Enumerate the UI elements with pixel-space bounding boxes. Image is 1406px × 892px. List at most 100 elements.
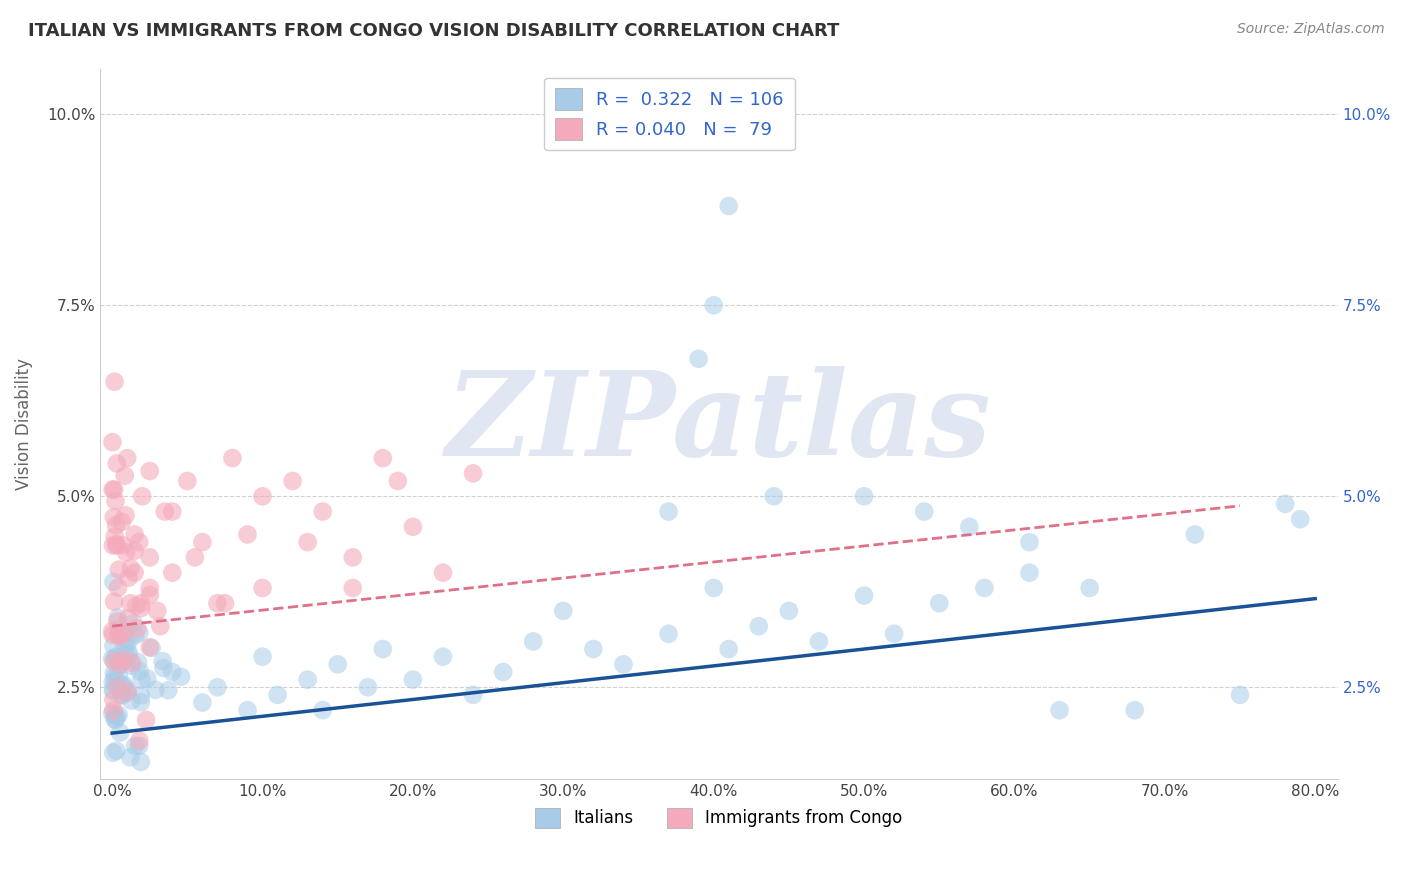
Point <box>432 649 454 664</box>
Point <box>139 464 162 478</box>
Point <box>152 661 174 675</box>
Point <box>139 550 162 565</box>
Point <box>103 375 125 389</box>
Point <box>162 665 184 679</box>
Point <box>103 483 125 497</box>
Point <box>121 693 143 707</box>
Point <box>127 622 149 636</box>
Text: ZIPatlas: ZIPatlas <box>446 367 991 481</box>
Point <box>762 489 785 503</box>
Point <box>101 706 124 721</box>
Point <box>252 489 274 503</box>
Point <box>105 710 128 724</box>
Point <box>139 581 162 595</box>
Point <box>357 680 380 694</box>
Point <box>108 654 131 668</box>
Point <box>104 675 127 690</box>
Point <box>115 451 138 466</box>
Point <box>129 689 152 703</box>
Point <box>153 505 176 519</box>
Point <box>122 616 145 631</box>
Point <box>110 658 132 673</box>
Point <box>104 712 127 726</box>
Point <box>120 561 142 575</box>
Point <box>111 688 134 702</box>
Point <box>176 474 198 488</box>
Point <box>688 351 710 366</box>
Point <box>342 581 364 595</box>
Point <box>104 651 127 665</box>
Point <box>1018 566 1040 580</box>
Point <box>112 652 135 666</box>
Point <box>114 508 136 523</box>
Point <box>111 515 134 529</box>
Point <box>108 563 131 577</box>
Point <box>928 596 950 610</box>
Point <box>136 672 159 686</box>
Point <box>111 624 134 639</box>
Point <box>112 637 135 651</box>
Point <box>973 581 995 595</box>
Point <box>107 680 129 694</box>
Point <box>553 604 575 618</box>
Point <box>111 688 134 702</box>
Point <box>141 640 163 655</box>
Point <box>104 494 127 508</box>
Point <box>114 468 136 483</box>
Point <box>266 688 288 702</box>
Point <box>111 538 134 552</box>
Point <box>170 670 193 684</box>
Point <box>402 520 425 534</box>
Point <box>110 677 132 691</box>
Point <box>103 746 125 760</box>
Point <box>108 668 131 682</box>
Point <box>101 675 124 690</box>
Point <box>162 505 184 519</box>
Point <box>101 435 124 450</box>
Point <box>103 574 125 589</box>
Point <box>107 707 129 722</box>
Point <box>115 545 138 559</box>
Point <box>120 750 142 764</box>
Point <box>1229 688 1251 702</box>
Legend: Italians, Immigrants from Congo: Italians, Immigrants from Congo <box>529 801 910 835</box>
Point <box>612 657 634 672</box>
Text: ITALIAN VS IMMIGRANTS FROM CONGO VISION DISABILITY CORRELATION CHART: ITALIAN VS IMMIGRANTS FROM CONGO VISION … <box>28 22 839 40</box>
Point <box>117 635 139 649</box>
Point <box>112 678 135 692</box>
Y-axis label: Vision Disability: Vision Disability <box>15 358 32 490</box>
Point <box>108 657 131 672</box>
Point <box>461 688 484 702</box>
Point <box>1289 512 1312 526</box>
Point <box>402 673 425 687</box>
Point <box>115 637 138 651</box>
Point <box>101 651 124 665</box>
Point <box>120 596 142 610</box>
Point <box>492 665 515 679</box>
Point <box>118 648 141 663</box>
Point <box>124 739 146 753</box>
Point <box>717 642 740 657</box>
Point <box>342 550 364 565</box>
Point <box>252 649 274 664</box>
Point <box>146 604 169 618</box>
Point <box>191 696 214 710</box>
Point <box>162 566 184 580</box>
Point <box>912 505 935 519</box>
Point <box>371 642 394 657</box>
Point <box>1078 581 1101 595</box>
Point <box>108 725 131 739</box>
Point <box>236 703 259 717</box>
Point <box>658 505 681 519</box>
Point <box>1123 703 1146 717</box>
Point <box>191 535 214 549</box>
Point <box>371 451 394 466</box>
Point <box>139 588 162 602</box>
Text: Source: ZipAtlas.com: Source: ZipAtlas.com <box>1237 22 1385 37</box>
Point <box>853 589 876 603</box>
Point <box>297 673 319 687</box>
Point <box>103 510 125 524</box>
Point <box>107 611 129 625</box>
Point <box>114 648 136 663</box>
Point <box>957 520 980 534</box>
